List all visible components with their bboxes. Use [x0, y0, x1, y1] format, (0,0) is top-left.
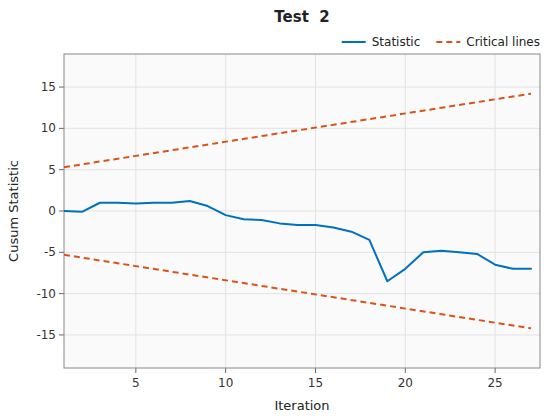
tick-label: -10 [36, 287, 56, 301]
grid [64, 54, 540, 368]
tick-label: -15 [36, 328, 56, 342]
tick-mark [135, 368, 136, 373]
legend-item: Critical lines [436, 35, 540, 49]
legend-swatch [342, 41, 366, 43]
tick-mark [59, 87, 64, 88]
data-layer [64, 94, 531, 329]
tick-mark [59, 128, 64, 129]
tick-label: 15 [308, 376, 323, 390]
legend-label: Statistic [372, 35, 421, 49]
tick-mark [59, 169, 64, 170]
plot-area [64, 54, 540, 368]
tick-label: 10 [41, 121, 56, 135]
tick-mark [59, 293, 64, 294]
grid-line [64, 211, 540, 212]
tick-label: 20 [398, 376, 413, 390]
tick-mark [59, 334, 64, 335]
tick-label: -5 [44, 245, 56, 259]
plot-frame [64, 54, 540, 368]
legend-swatch [436, 41, 460, 43]
legend: Statistic Critical lines [342, 35, 540, 49]
grid-line [64, 169, 540, 170]
tick-label: 5 [48, 163, 56, 177]
tick-mark [495, 368, 496, 373]
series-line [64, 255, 531, 329]
tick-label: 15 [41, 80, 56, 94]
grid-line [64, 334, 540, 335]
x-axis-label: Iteration [274, 398, 329, 413]
series-line [64, 94, 531, 168]
tick-mark [315, 368, 316, 373]
chart: 5 10 15 20 25 -15 -10 -5 0 5 10 15 Test 2 Iteration Cu… [0, 0, 560, 420]
tick-mark [59, 211, 64, 212]
legend-item: Statistic [342, 35, 421, 49]
tick-mark [225, 368, 226, 373]
tick-label: 5 [132, 376, 140, 390]
tick-label: 10 [218, 376, 233, 390]
legend-label: Critical lines [466, 35, 540, 49]
tick-label: 25 [487, 376, 502, 390]
y-axis-label: Cusum Statistic [6, 160, 21, 262]
title: Test 2 [274, 8, 329, 26]
grid-line [64, 87, 540, 88]
tick-mark [59, 252, 64, 253]
axes: 5 10 15 20 25 -15 -10 -5 0 5 10 15 [36, 80, 502, 390]
tick-mark [405, 368, 406, 373]
series-line [64, 201, 531, 281]
tick-label: 0 [48, 204, 56, 218]
